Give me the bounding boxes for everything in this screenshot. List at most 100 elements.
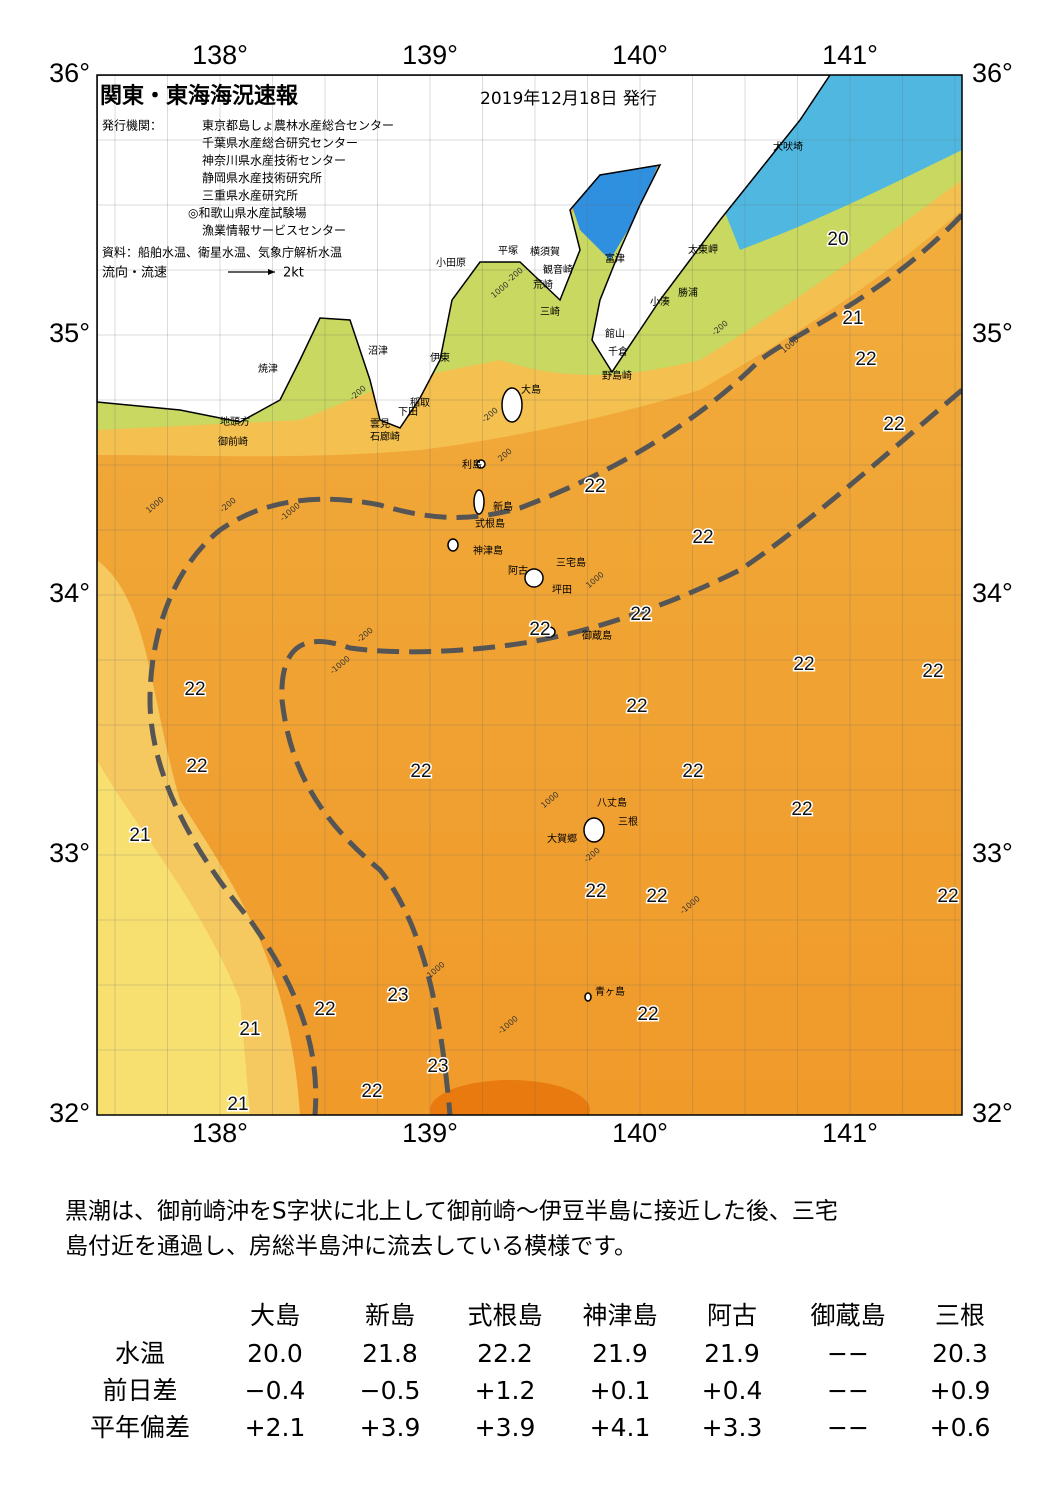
- latitude-label: 36°: [972, 58, 1013, 88]
- table-header: 大島: [250, 1301, 300, 1330]
- place-name: 坪田: [552, 583, 572, 596]
- place-name: 太東岬: [688, 243, 718, 256]
- place-name: 伊東: [430, 351, 450, 364]
- place-name: 横須賀: [530, 245, 560, 258]
- isotherm-label: 22: [410, 761, 431, 782]
- isotherm-label: 21: [239, 1019, 260, 1040]
- latitude-label: 35°: [49, 318, 90, 348]
- description-line: 島付近を通過し、房総半島沖に流去している模様です。: [65, 1234, 637, 1260]
- table-cell: +2.1: [245, 1413, 306, 1442]
- latitude-label: 33°: [49, 838, 90, 868]
- table-cell: +4.1: [590, 1413, 651, 1442]
- place-name: 犬吠埼: [773, 140, 803, 153]
- sources: 資料：船舶水温、衛星水温、気象庁解析水温: [102, 245, 342, 260]
- place-name: 青ヶ島: [595, 985, 625, 998]
- table-cell: +0.9: [930, 1376, 991, 1405]
- island: [583, 817, 605, 843]
- isotherm-label: 22: [626, 696, 647, 717]
- place-name: 神津島: [473, 544, 503, 557]
- table-cell: +0.4: [702, 1376, 763, 1405]
- place-name: 館山: [605, 327, 625, 340]
- isotherm-label: 21: [129, 825, 150, 846]
- place-name: 大賀郷: [547, 832, 577, 845]
- isotherm-label: 22: [855, 349, 876, 370]
- table-cell: −−: [827, 1413, 869, 1442]
- island: [473, 489, 485, 515]
- place-name: 新島: [493, 500, 513, 513]
- table-cell: 21.9: [704, 1339, 760, 1368]
- isotherm-label: 22: [937, 886, 958, 907]
- issuer: ◎和歌山県水産試験場: [188, 205, 306, 220]
- isotherm-label: 20: [827, 229, 848, 250]
- latitude-label: 34°: [49, 578, 90, 608]
- row-label: 平年偏差: [90, 1413, 190, 1442]
- island: [584, 992, 592, 1002]
- place-name: 三崎: [540, 305, 560, 318]
- longitude-label: 140°: [612, 1118, 668, 1148]
- latitude-label: 32°: [49, 1098, 90, 1128]
- table-cell: −−: [827, 1376, 869, 1405]
- place-name: 勝浦: [678, 286, 698, 299]
- flow-scale: 2kt: [283, 266, 304, 281]
- place-name: 八丈島: [597, 796, 627, 809]
- island: [447, 538, 459, 552]
- place-name: 下田: [398, 407, 418, 418]
- island: [542, 626, 556, 638]
- issuer: 三重県水産研究所: [202, 188, 298, 203]
- place-name: 焼津: [258, 363, 278, 375]
- latitude-label: 32°: [972, 1098, 1013, 1128]
- longitude-label: 140°: [612, 40, 668, 70]
- isotherm-label: 22: [184, 679, 205, 700]
- table-header: 新島: [365, 1301, 415, 1330]
- table-cell: 21.8: [362, 1339, 418, 1368]
- table-header: 式根島: [467, 1301, 542, 1330]
- longitude-label: 139°: [402, 1118, 458, 1148]
- isotherm-label: 22: [585, 881, 606, 902]
- latitude-label: 35°: [972, 318, 1013, 348]
- table-cell: +0.6: [930, 1413, 991, 1442]
- place-name: 御前崎: [218, 435, 248, 448]
- isotherm-label: 22: [922, 661, 943, 682]
- table-cell: −−: [827, 1339, 869, 1368]
- islands: [447, 387, 605, 1002]
- grid: [97, 75, 962, 1115]
- issue-date: 2019年12月18日 発行: [480, 89, 657, 109]
- place-name: 稲取: [410, 397, 430, 409]
- isotherm-label: 22: [682, 761, 703, 782]
- table-cell: 20.0: [247, 1339, 303, 1368]
- place-name: 式根島: [475, 517, 505, 530]
- longitude-label: 139°: [402, 40, 458, 70]
- place-name: 雲見: [370, 418, 390, 430]
- isotherm-label: 22: [883, 414, 904, 435]
- description-line: 黒潮は、御前崎沖をS字状に北上して御前崎～伊豆半島に接近した後、三宅: [65, 1199, 838, 1225]
- land: [97, 75, 831, 429]
- flow-label: 流向・流速: [102, 265, 167, 281]
- table-cell: +3.9: [475, 1413, 536, 1442]
- table-cell: +1.2: [475, 1376, 536, 1405]
- table-header: 御蔵島: [810, 1301, 885, 1330]
- table-cell: +3.3: [702, 1413, 763, 1442]
- map-title: 関東・東海海況速報: [100, 83, 299, 109]
- row-label: 水温: [115, 1339, 165, 1368]
- latitude-label: 36°: [49, 58, 90, 88]
- place-name: 大島: [521, 383, 541, 396]
- place-name: 野島崎: [602, 369, 632, 382]
- place-name: 三宅島: [556, 556, 586, 569]
- table-cell: +3.9: [360, 1413, 421, 1442]
- isotherm-label: 23: [427, 1056, 448, 1077]
- place-name: 地頭方: [220, 415, 250, 428]
- table-header: 神津島: [582, 1301, 657, 1330]
- isotherm-label: 21: [842, 308, 863, 329]
- longitude-label: 141°: [822, 1118, 878, 1148]
- isotherm-label: 22: [692, 527, 713, 548]
- warm-core: [430, 1080, 590, 1115]
- place-name: 御蔵島: [582, 629, 612, 642]
- isotherm-label: 22: [793, 654, 814, 675]
- kuroshio-branch: [279, 388, 962, 1115]
- place-name: 荒崎: [533, 278, 553, 291]
- table-cell: −0.5: [360, 1376, 421, 1405]
- place-name: 平塚: [498, 245, 518, 257]
- island: [501, 387, 523, 423]
